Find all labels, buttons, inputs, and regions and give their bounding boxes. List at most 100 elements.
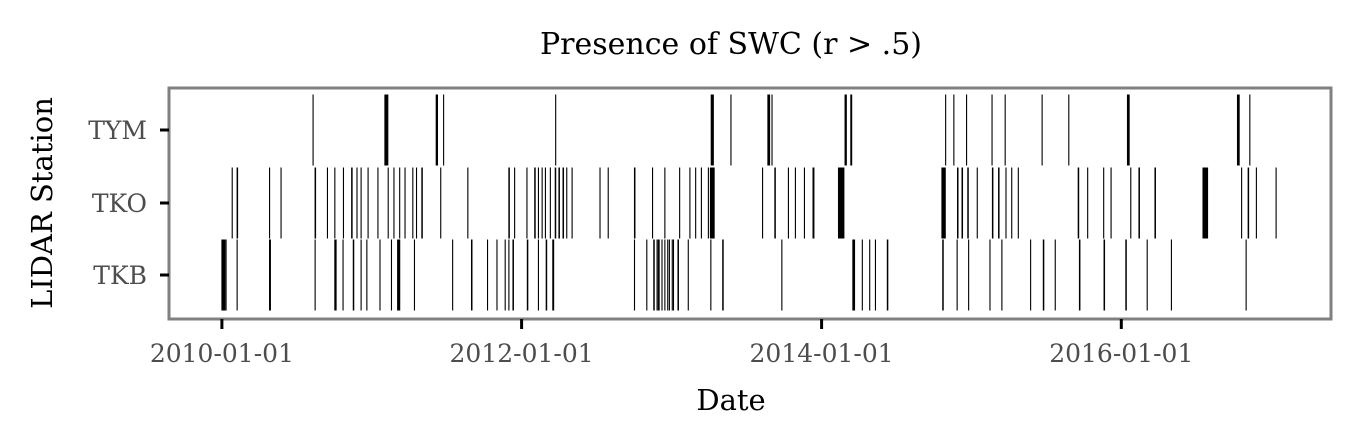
event-mark-tko bbox=[377, 167, 379, 239]
event-mark-tym bbox=[966, 94, 968, 166]
event-mark-tkb bbox=[1054, 239, 1056, 311]
event-mark-tkb bbox=[546, 239, 548, 311]
event-mark-tko bbox=[280, 167, 282, 239]
event-mark-tkb bbox=[537, 239, 539, 311]
event-mark-tko bbox=[571, 167, 573, 239]
event-mark-tko bbox=[961, 167, 964, 239]
event-mark-tko bbox=[415, 167, 418, 239]
event-mark-tkb bbox=[486, 239, 489, 311]
y-tick-label-tkb: TKB bbox=[93, 261, 147, 290]
event-mark-tko bbox=[1248, 167, 1250, 239]
event-mark-tkb bbox=[224, 239, 226, 311]
event-mark-tym bbox=[1128, 94, 1130, 166]
event-mark-tkb bbox=[269, 239, 271, 311]
event-mark-tkb bbox=[653, 239, 655, 311]
event-mark-tkb bbox=[366, 239, 368, 311]
event-mark-tko bbox=[1275, 167, 1277, 239]
event-mark-tko bbox=[544, 167, 546, 239]
event-mark-tko bbox=[342, 167, 345, 239]
event-mark-tkb bbox=[657, 239, 659, 311]
event-mark-tko bbox=[404, 167, 406, 239]
event-mark-tkb bbox=[989, 239, 991, 311]
event-mark-tkb bbox=[658, 239, 660, 311]
event-mark-tko bbox=[707, 167, 709, 239]
event-mark-tkb bbox=[553, 239, 555, 311]
x-tick-label: 2016-01-01 bbox=[1049, 339, 1193, 368]
event-mark-tkb bbox=[1030, 239, 1032, 311]
event-mark-tkb bbox=[390, 239, 393, 311]
x-tick-label: 2012-01-01 bbox=[450, 339, 594, 368]
event-mark-tkb bbox=[399, 239, 401, 311]
event-mark-tkb bbox=[656, 239, 658, 311]
chart-title: Presence of SWC (r > .5) bbox=[540, 27, 922, 62]
event-mark-tko bbox=[700, 167, 702, 239]
event-mark-tkb bbox=[853, 239, 856, 311]
x-axis: 2010-01-01 2012-01-01 2014-01-01 2016-01-01 bbox=[150, 319, 1193, 368]
event-mark-tkb bbox=[353, 239, 355, 311]
event-mark-tkb bbox=[968, 239, 970, 311]
event-mark-tym bbox=[1004, 94, 1006, 166]
event-mark-tko bbox=[967, 167, 969, 239]
event-mark-tko bbox=[399, 167, 401, 239]
event-mark-tko bbox=[1017, 167, 1019, 239]
event-mark-tkb bbox=[1170, 239, 1172, 311]
event-mark-tkb bbox=[335, 239, 337, 311]
event-mark-tkb bbox=[1001, 239, 1003, 311]
event-mark-tko bbox=[467, 167, 469, 239]
event-mark-tym bbox=[1238, 94, 1240, 166]
event-mark-tkb bbox=[512, 239, 514, 311]
event-mark-tym bbox=[1249, 94, 1251, 166]
event-mark-tko bbox=[1130, 167, 1132, 239]
event-mark-tko bbox=[787, 167, 789, 239]
event-mark-tkb bbox=[664, 239, 666, 311]
event-mark-tko bbox=[1103, 167, 1105, 239]
event-mark-tko bbox=[1241, 167, 1243, 239]
event-mark-tko bbox=[566, 167, 568, 239]
event-mark-tkb bbox=[236, 239, 238, 311]
event-mark-tym bbox=[312, 94, 314, 166]
event-mark-tkb bbox=[1079, 239, 1081, 311]
event-mark-tko bbox=[508, 167, 510, 239]
event-mark-tko bbox=[1255, 167, 1257, 239]
event-mark-tym bbox=[845, 94, 847, 166]
x-tick-label: 2010-01-01 bbox=[150, 339, 294, 368]
event-mark-tkb bbox=[527, 239, 529, 311]
event-mark-tym bbox=[771, 94, 773, 166]
event-mark-tkb bbox=[379, 239, 381, 311]
event-mark-tko bbox=[440, 167, 442, 239]
event-mark-tkb bbox=[1125, 239, 1127, 311]
event-mark-tko bbox=[1206, 167, 1209, 239]
event-mark-tko bbox=[534, 167, 536, 239]
event-mark-tko bbox=[334, 167, 336, 239]
event-mark-tkb bbox=[360, 239, 362, 311]
event-mark-tko bbox=[231, 167, 233, 239]
event-mark-tkb bbox=[342, 239, 344, 311]
event-mark-tko bbox=[1138, 167, 1140, 239]
event-mark-tkb bbox=[1146, 239, 1148, 311]
event-mark-tym bbox=[730, 94, 732, 166]
event-mark-tko bbox=[843, 167, 845, 239]
event-mark-tko bbox=[689, 167, 691, 239]
event-mark-tko bbox=[412, 167, 414, 239]
event-mark-tko bbox=[1011, 167, 1013, 239]
event-mark-tko bbox=[549, 167, 551, 239]
event-mark-tkb bbox=[496, 239, 498, 311]
event-mark-tkb bbox=[956, 239, 958, 311]
event-mark-tkb bbox=[471, 239, 473, 311]
event-mark-tko bbox=[387, 167, 389, 239]
event-mark-tkb bbox=[861, 239, 863, 311]
event-mark-tkb bbox=[869, 239, 871, 311]
event-mark-tko bbox=[1154, 167, 1156, 239]
event-mark-tkb bbox=[413, 239, 416, 311]
y-tick-label-tym: TYM bbox=[88, 116, 147, 145]
event-mark-tym bbox=[712, 94, 714, 166]
event-mark-tkb bbox=[1245, 239, 1247, 311]
event-mark-tko bbox=[237, 167, 239, 239]
event-mark-tko bbox=[634, 167, 636, 239]
event-mark-tkb bbox=[661, 239, 663, 311]
event-mark-tko bbox=[652, 167, 654, 239]
event-mark-tkb bbox=[504, 239, 506, 311]
x-axis-title: Date bbox=[696, 383, 765, 417]
event-mark-tko bbox=[526, 167, 528, 239]
